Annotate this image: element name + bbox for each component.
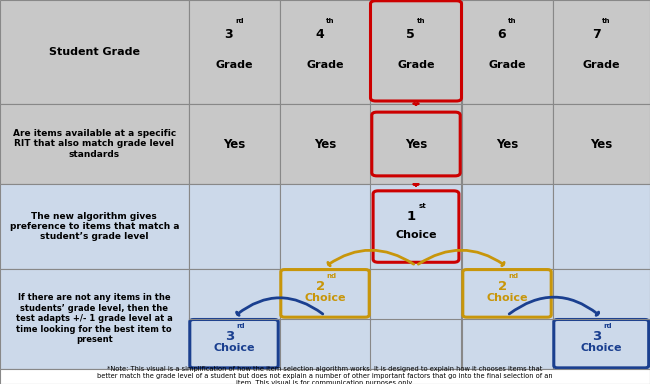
Text: Choice: Choice (580, 343, 622, 353)
Text: 2: 2 (498, 280, 507, 293)
Text: 6: 6 (497, 28, 506, 41)
Text: th: th (508, 18, 517, 24)
Text: *Note: This visual is a simplification of how the item selection algorithm works: *Note: This visual is a simplification o… (98, 366, 552, 384)
Bar (462, 184, 552, 269)
Bar (552, 0, 650, 104)
Bar (462, 269, 552, 369)
Bar (0, 0, 188, 104)
Bar (370, 184, 461, 269)
Bar (188, 0, 280, 104)
Text: Yes: Yes (590, 137, 612, 151)
Text: st: st (419, 203, 426, 209)
Text: rd: rd (603, 323, 612, 329)
Text: Are items available at a specific
RIT that also match grade level
standards: Are items available at a specific RIT th… (12, 129, 176, 159)
Bar (0, 269, 188, 369)
Bar (0, 104, 188, 184)
Text: Grade: Grade (397, 60, 435, 70)
Bar (552, 104, 650, 184)
Bar (0, 369, 650, 384)
Bar (370, 0, 461, 104)
Text: 3: 3 (592, 330, 601, 343)
Bar (280, 269, 370, 369)
Text: Choice: Choice (304, 293, 346, 303)
Text: Grade: Grade (215, 60, 253, 70)
Bar (188, 269, 280, 369)
Text: 7: 7 (592, 28, 601, 41)
Text: Grade: Grade (306, 60, 344, 70)
Text: Grade: Grade (488, 60, 526, 70)
Text: 5: 5 (406, 28, 415, 41)
Bar (280, 0, 370, 104)
Bar (188, 104, 280, 184)
Bar (552, 184, 650, 269)
Bar (188, 184, 280, 269)
Text: The new algorithm gives
preference to items that match a
student’s grade level: The new algorithm gives preference to it… (10, 212, 179, 242)
Text: 3: 3 (224, 28, 233, 41)
Bar (280, 184, 370, 269)
Text: Yes: Yes (314, 137, 336, 151)
Text: nd: nd (326, 273, 337, 280)
Bar (0, 184, 188, 269)
Text: Student Grade: Student Grade (49, 47, 140, 57)
Text: Choice: Choice (395, 230, 437, 240)
Text: Choice: Choice (213, 343, 255, 353)
Text: th: th (326, 18, 335, 24)
Text: Grade: Grade (582, 60, 620, 70)
Text: 2: 2 (316, 280, 325, 293)
Bar (280, 104, 370, 184)
Bar (552, 269, 650, 369)
Text: nd: nd (508, 273, 519, 280)
Text: Yes: Yes (496, 137, 518, 151)
Text: Yes: Yes (223, 137, 245, 151)
Text: 3: 3 (225, 330, 234, 343)
Text: rd: rd (235, 18, 244, 24)
Text: th: th (602, 18, 611, 24)
Text: 4: 4 (315, 28, 324, 41)
Text: If there are not any items in the
students’ grade level, then the
test adapts +/: If there are not any items in the studen… (16, 293, 173, 344)
Text: Yes: Yes (405, 137, 427, 151)
Bar (370, 104, 461, 184)
Text: th: th (417, 18, 426, 24)
Bar (462, 0, 552, 104)
Text: rd: rd (236, 323, 245, 329)
Text: 1: 1 (407, 210, 416, 223)
Bar (462, 104, 552, 184)
Bar (370, 269, 461, 369)
Text: Choice: Choice (486, 293, 528, 303)
